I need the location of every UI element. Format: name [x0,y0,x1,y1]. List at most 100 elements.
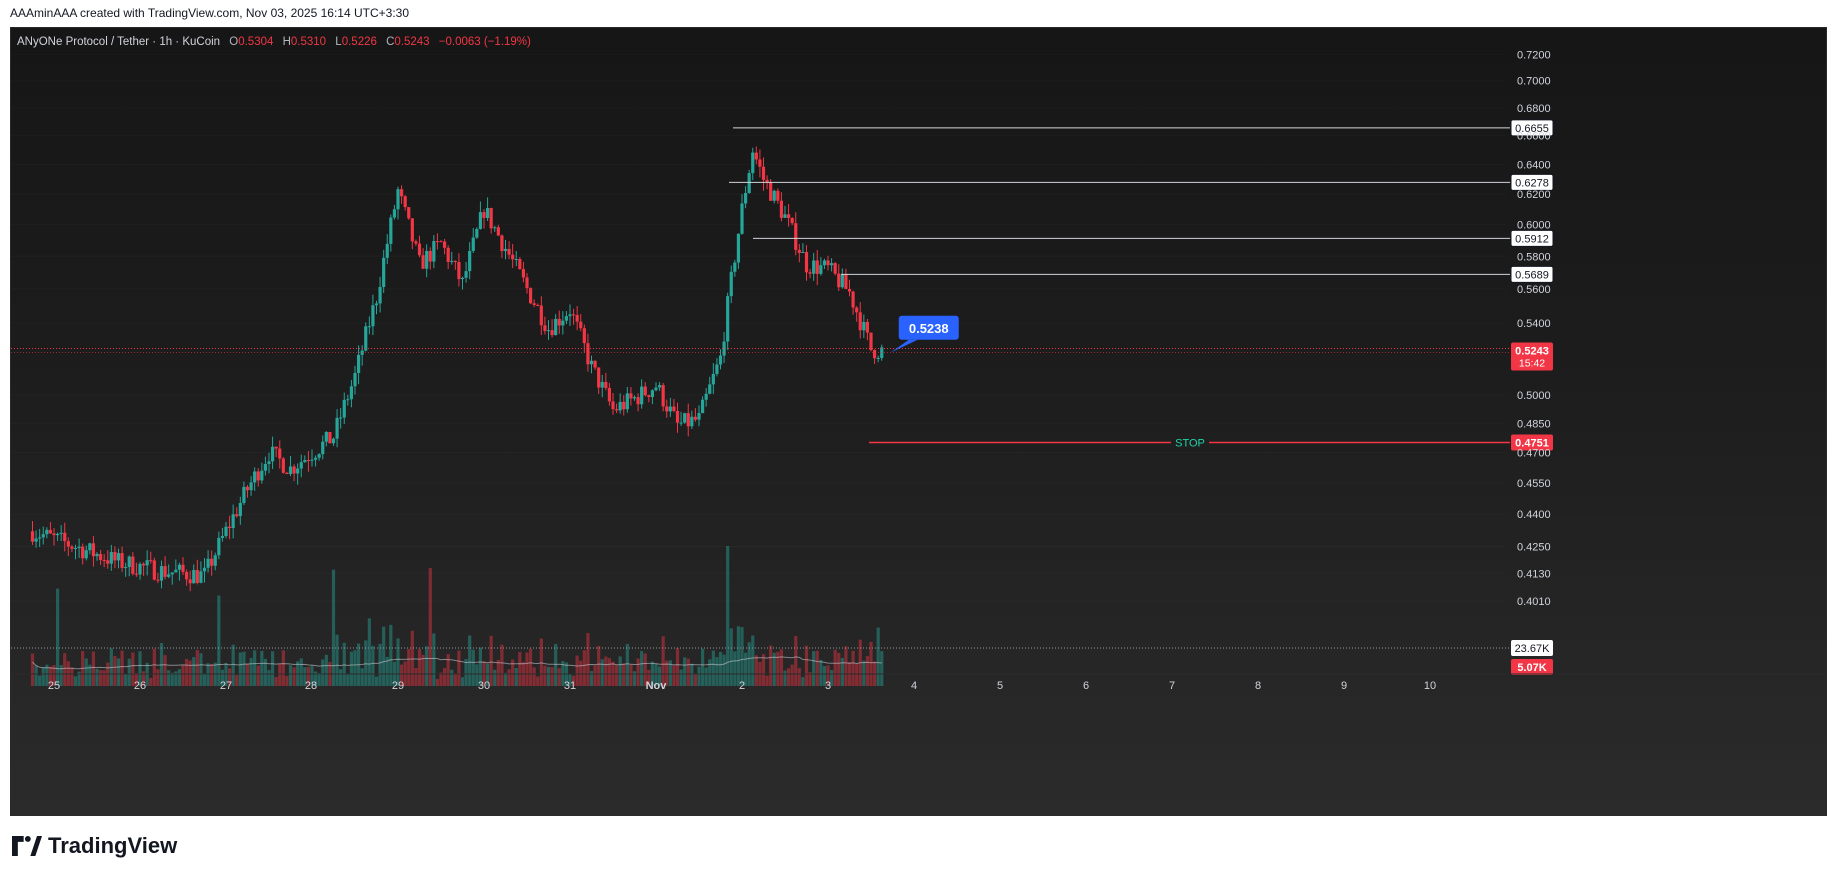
candle-body [611,401,615,410]
volume-ma-tag [1511,640,1553,656]
candle-body [367,326,371,328]
volume-bar [475,664,479,686]
volume-bar [349,651,354,686]
volume-bar [786,668,791,686]
candle-body [518,258,522,270]
candle-body [643,386,647,396]
stop-price-tag [1511,434,1553,451]
level-price-label: 0.5689 [1515,269,1549,281]
candle-body [654,387,658,391]
candle-body [432,241,436,262]
price-chart[interactable]: 0.6655 0.6278 0.5912 0.5689 STOP 0.4751 0.5243… [11,28,1826,815]
volume-bar [385,656,389,686]
candle-body [503,248,508,252]
level-price-label: 0.6655 [1515,123,1549,135]
volume-bar [772,652,776,686]
candle-body [84,550,88,559]
volume-bar [34,665,38,686]
candle-body [442,241,447,248]
volume-bar [622,663,626,686]
candle-body [210,558,214,566]
candle-body [145,560,149,566]
candle-body [865,321,870,333]
y-tick-label: 0.5000 [1517,390,1551,402]
volume-bar [625,644,629,686]
candle-body [568,314,572,317]
volume-bar [690,663,694,686]
volume-bar [378,643,382,686]
candle-body [242,486,246,503]
volume-bar [421,654,425,686]
candle-body [708,384,712,394]
candle-body [253,471,257,483]
candle-body [769,182,773,201]
candle-body [331,438,336,444]
volume-bar [801,677,805,686]
volume-bar [138,651,142,686]
volume-bar [794,636,798,686]
candle-body [34,538,38,542]
volume-bar [514,667,518,686]
chart-credit: AAAminAAA created with TradingView.com, … [10,6,409,20]
candle-body [224,526,228,537]
candle-body [335,417,339,439]
candle-body [715,364,719,374]
candle-body [324,431,328,442]
volume-bar [769,645,773,686]
close-label: C [386,36,395,48]
volume-bar [686,658,690,686]
volume-bar [844,646,848,686]
tradingview-brand[interactable]: TradingView [12,833,177,859]
volume-bar [156,669,160,686]
candle-body [657,385,662,388]
candle-body [371,305,375,327]
volume-bar [575,655,579,686]
candle-body [521,269,526,278]
chart-area[interactable]: 0.6655 0.6278 0.5912 0.5689 STOP 0.4751 0.5243… [10,27,1827,816]
volume-bar [550,667,554,686]
candle-body [66,541,70,547]
y-tick-label: 0.4850 [1517,418,1551,430]
volume-bar [331,569,336,686]
volume-bar [511,659,515,686]
candle-body [636,397,640,405]
volume-bar [554,643,558,686]
candle-body [374,303,379,306]
volume-bar [700,648,705,686]
volume-bar [865,656,870,686]
volume-bar [636,658,640,686]
volume-bar [747,642,751,686]
candle-body [511,254,515,260]
volume-bar [45,664,49,686]
open-label: O [229,36,239,48]
candle-body [550,330,554,336]
volume-bar [299,658,303,686]
candle-body [457,262,461,280]
volume-bar [557,668,561,686]
candle-body [514,258,518,260]
candle-body [299,462,303,469]
volume-bar [432,633,436,686]
volume-bar [210,664,214,686]
volume-bar [783,670,787,686]
level-price-label: 0.5912 [1515,233,1549,245]
volume-bar [536,676,540,686]
volume-bar [353,650,357,686]
candle-body [851,291,855,308]
candle-body [124,567,128,569]
candle-body [45,529,49,535]
candle-body [321,441,325,455]
candle-body [292,466,296,474]
candle-body [120,553,124,568]
candle-body [783,214,787,218]
volume-bar [364,640,368,686]
candle-body [475,228,479,238]
volume-bar [184,658,189,686]
volume-bar [235,674,239,686]
candle-body [181,564,185,572]
volume-bar [618,656,622,686]
x-tick-label: 6 [1083,680,1089,692]
candle-body [313,457,318,460]
candle-body [464,271,468,278]
level-price-tag [1510,229,1554,247]
